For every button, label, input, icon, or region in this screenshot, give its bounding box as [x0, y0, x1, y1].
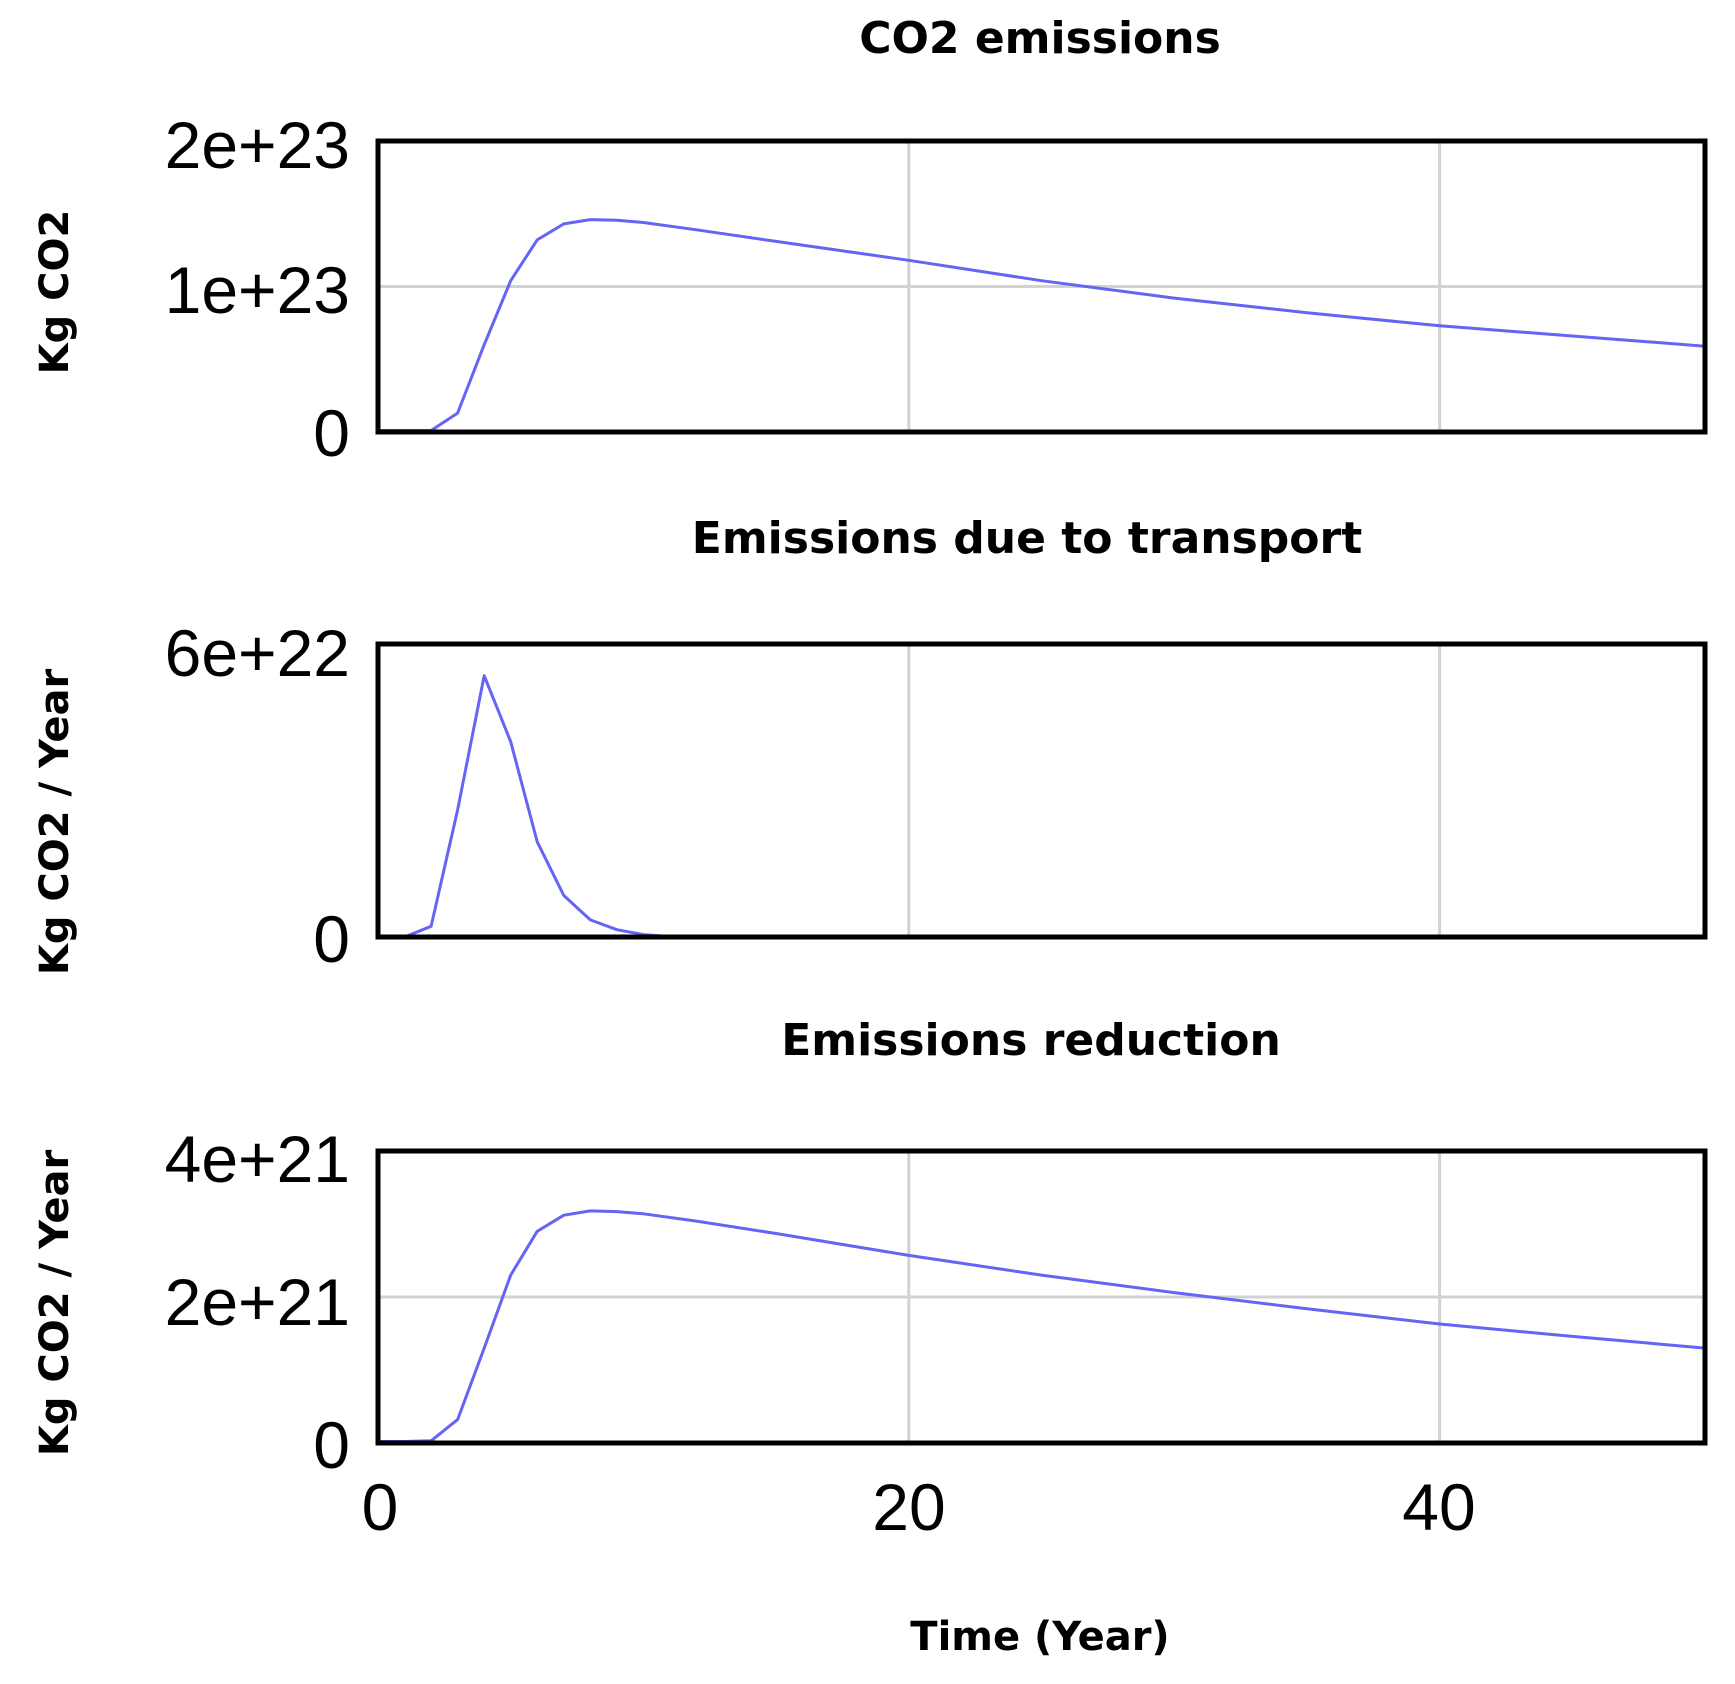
- y-tick-label: 2e+21: [165, 1265, 350, 1339]
- series-group: [378, 674, 1705, 939]
- series-group: [378, 1209, 1706, 1445]
- series-group: [378, 218, 1706, 434]
- y-tick-labels: 2e+23 1e+23 0: [165, 108, 350, 470]
- chart-title: CO2 emissions: [859, 13, 1221, 64]
- y-tick-label: 2e+23: [165, 108, 350, 182]
- x-tick-labels: 0 20 40: [362, 1470, 1476, 1544]
- series-line: [378, 218, 1706, 432]
- plot-frame: [375, 641, 1708, 940]
- plot-frame: [375, 138, 1708, 435]
- y-tick-label: 0: [313, 902, 350, 976]
- panel-co2-emissions: CO2 emissions Kg CO2 2e+23 1e+23 0: [32, 13, 1708, 470]
- x-tick-label: 20: [872, 1470, 945, 1544]
- gridlines: [907, 644, 1442, 937]
- panel-emissions-transport: Emissions due to transport Kg CO2 / Year…: [32, 513, 1708, 976]
- y-tick-label: 1e+23: [165, 253, 350, 327]
- series-line: [378, 1209, 1706, 1443]
- y-tick-label: 4e+21: [165, 1122, 350, 1196]
- gridlines: [378, 1151, 1705, 1443]
- y-tick-label: 6e+22: [165, 616, 350, 690]
- gridlines: [378, 141, 1705, 432]
- chart-title: Emissions due to transport: [692, 513, 1362, 564]
- plot-frame: [375, 1148, 1708, 1446]
- y-tick-labels: 6e+22 0: [165, 616, 350, 976]
- y-axis-label: Kg CO2 / Year: [32, 1150, 78, 1457]
- y-axis-label: Kg CO2 / Year: [32, 669, 78, 976]
- y-axis-label: Kg CO2: [32, 210, 78, 375]
- x-tick-label: 0: [362, 1470, 399, 1544]
- y-tick-label: 0: [313, 1408, 350, 1482]
- panel-emissions-reduction: Emissions reduction Kg CO2 / Year 4e+21 …: [32, 1015, 1708, 1660]
- x-tick-label: 40: [1402, 1470, 1475, 1544]
- y-tick-label: 0: [313, 396, 350, 470]
- chart-title: Emissions reduction: [781, 1015, 1281, 1066]
- series-line: [378, 674, 1705, 939]
- x-axis-label: Time (Year): [910, 1614, 1169, 1660]
- y-tick-labels: 4e+21 2e+21 0: [165, 1122, 350, 1482]
